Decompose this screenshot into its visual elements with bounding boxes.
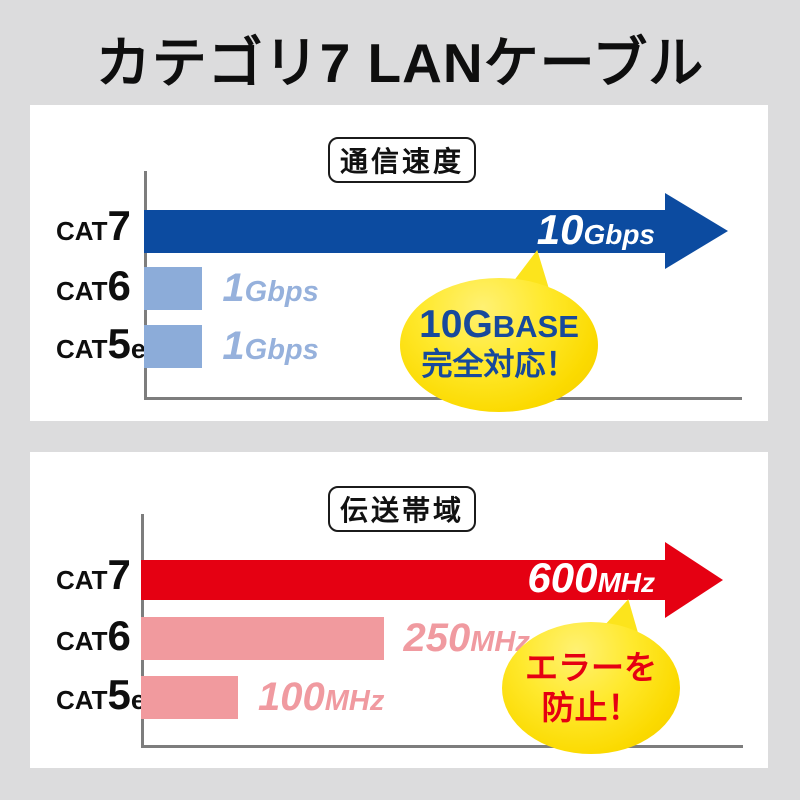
bandwidth-chart-card: 伝送帯域 CAT 7 600 MHz CAT 6 250 MHz CAT 5 e 100 MH… — [30, 452, 768, 768]
cat5e-bandwidth-value: 100 MHz — [258, 675, 385, 719]
row-label-cat5e: CAT 5 e — [56, 320, 146, 367]
page-title: カテゴリ7 LANケーブル — [95, 32, 705, 94]
bandwidth-speech-bubble: エラーを 防止！ — [502, 622, 680, 754]
row-label-cat6: CAT 6 — [56, 262, 131, 309]
row-label-cat7: CAT 7 — [56, 202, 131, 249]
cat6-speed-value: 1 Gbps — [222, 266, 319, 310]
cat5e-speed-value: 1 Gbps — [222, 324, 319, 368]
speed-chart-title: 通信速度 — [328, 137, 476, 183]
bandwidth-chart-title: 伝送帯域 — [328, 486, 476, 532]
cat7-speed-arrow-head — [665, 193, 728, 269]
cat6-bandwidth-value: 250 MHz — [403, 616, 530, 660]
cat7-bandwidth-value: 600 MHz — [527, 554, 655, 601]
row-label-cat7: CAT 7 — [56, 551, 131, 598]
speed-speech-bubble: 10G BASE 完全対応！ — [400, 278, 598, 412]
cat7-bandwidth-arrow-head — [665, 542, 723, 618]
speed-chart-card: 通信速度 CAT 7 10 Gbps CAT 6 1 Gbps CAT 5 e 1 Gbps — [30, 105, 768, 421]
bandwidth-x-axis — [141, 745, 743, 748]
cat7-speed-value: 10 Gbps — [536, 205, 655, 253]
cat6-speed-bar — [144, 267, 203, 310]
row-label-cat6: CAT 6 — [56, 612, 131, 659]
cat7-bandwidth-arrow-bar: 600 MHz — [141, 554, 665, 601]
cat7-speed-arrow-bar: 10 Gbps — [144, 205, 665, 253]
cat6-bandwidth-bar — [141, 617, 384, 660]
cat5e-speed-bar — [144, 325, 203, 368]
cat5e-bandwidth-bar — [141, 676, 238, 719]
